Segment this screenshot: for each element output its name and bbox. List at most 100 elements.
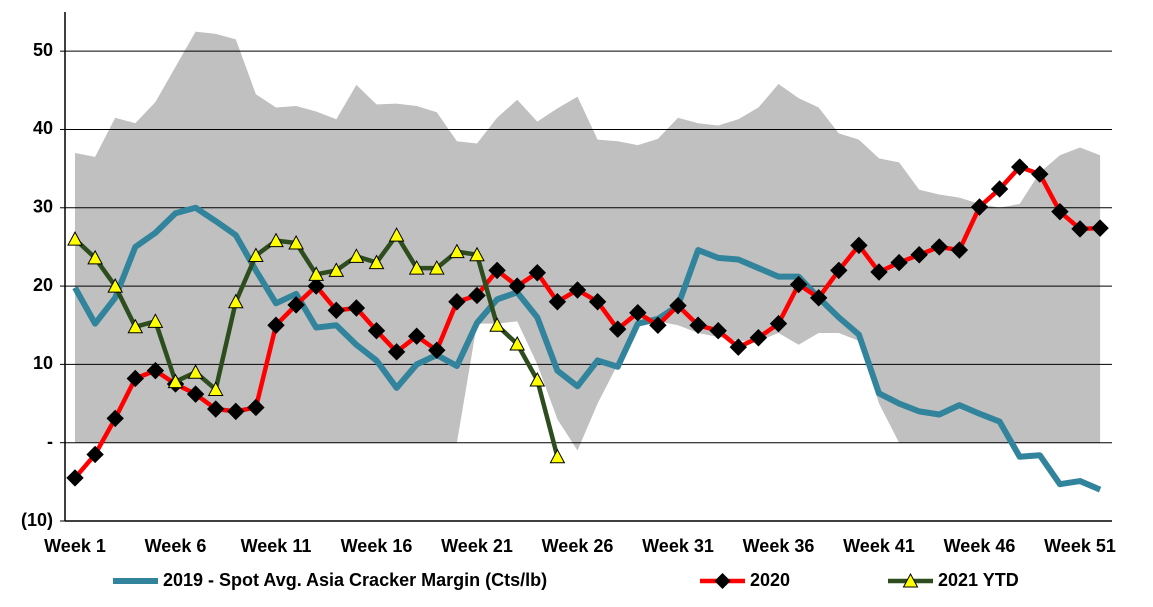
marker <box>468 286 486 305</box>
y-tick-label: 20 <box>33 275 53 295</box>
marker <box>66 469 84 487</box>
x-tick-label: Week 46 <box>944 536 1016 556</box>
marker <box>950 241 969 259</box>
x-tick-label: Week 31 <box>642 536 714 556</box>
marker <box>267 316 285 334</box>
marker <box>489 317 505 332</box>
legend-label: 2019 - Spot Avg. Asia Cracker Margin (Ct… <box>163 570 547 590</box>
marker <box>388 227 405 242</box>
marker <box>146 361 165 380</box>
marker <box>1091 219 1109 237</box>
x-tick-label: Week 51 <box>1044 536 1116 556</box>
legend-item: 2021 YTD <box>888 570 1019 590</box>
marker <box>529 371 546 387</box>
marker <box>608 320 627 338</box>
marker <box>167 373 184 389</box>
marker <box>830 261 848 280</box>
legend-item: 2020 <box>700 570 790 590</box>
marker <box>508 277 526 295</box>
y-tick-label: 10 <box>33 353 53 373</box>
marker <box>548 293 567 311</box>
marker <box>288 234 304 250</box>
legend-label: 2021 YTD <box>938 570 1019 590</box>
marker <box>87 249 103 265</box>
marker <box>528 264 547 282</box>
x-tick-label: Week 6 <box>145 536 207 556</box>
marker <box>327 301 346 320</box>
marker <box>387 343 406 361</box>
marker <box>568 281 587 299</box>
legend-label: 2020 <box>750 570 790 590</box>
marker <box>910 246 928 264</box>
marker <box>970 198 989 216</box>
marker <box>428 260 445 275</box>
marker <box>247 398 265 417</box>
marker <box>549 448 566 464</box>
marker <box>890 253 908 272</box>
y-tick-label: (10) <box>21 510 53 530</box>
y-tick-label: - <box>47 431 53 451</box>
marker <box>248 247 264 263</box>
marker <box>328 262 345 277</box>
series-2 <box>67 227 566 464</box>
marker <box>308 266 325 281</box>
legend-item: 2019 - Spot Avg. Asia Cracker Margin (Ct… <box>113 570 547 590</box>
marker <box>206 400 225 418</box>
marker <box>227 293 244 309</box>
marker <box>147 313 164 328</box>
legend-marker <box>714 573 731 589</box>
x-tick-label: Week 26 <box>542 536 614 556</box>
marker <box>307 277 325 295</box>
marker <box>407 327 426 345</box>
marker <box>268 232 284 248</box>
marker <box>187 364 204 379</box>
x-tick-label: Week 41 <box>843 536 915 556</box>
marker <box>709 322 727 340</box>
marker <box>347 299 366 317</box>
marker <box>449 243 465 259</box>
marker <box>809 289 828 307</box>
marker <box>469 246 485 262</box>
marker <box>769 314 788 333</box>
marker <box>127 318 144 334</box>
marker <box>1010 158 1029 176</box>
x-tick-label: Week 1 <box>44 536 106 556</box>
marker <box>1051 202 1069 221</box>
x-tick-label: Week 16 <box>341 536 413 556</box>
marker <box>428 341 446 359</box>
marker <box>126 369 145 388</box>
marker <box>367 322 386 340</box>
marker <box>689 316 707 334</box>
series-0 <box>72 204 1102 493</box>
marker <box>990 180 1009 198</box>
y-tick-label: 40 <box>33 118 53 138</box>
marker <box>509 335 526 351</box>
marker <box>488 261 506 280</box>
marker <box>850 236 868 255</box>
series-1 <box>66 158 1109 487</box>
y-tick-label: 50 <box>33 40 53 60</box>
marker <box>227 402 245 421</box>
marker <box>930 238 949 256</box>
marker <box>106 409 124 428</box>
marker <box>870 263 888 281</box>
marker <box>669 296 687 315</box>
x-tick-label: Week 21 <box>441 536 513 556</box>
x-tick-label: Week 11 <box>241 536 312 556</box>
marker <box>207 381 224 396</box>
legend-marker <box>902 572 919 588</box>
marker <box>67 231 83 246</box>
marker <box>729 338 748 356</box>
marker <box>368 254 385 270</box>
marker <box>629 303 647 322</box>
marker <box>348 248 365 263</box>
marker <box>107 278 124 293</box>
marker <box>1071 220 1089 238</box>
series-line <box>73 164 1101 480</box>
marker <box>448 293 466 311</box>
marker <box>749 329 768 347</box>
marker <box>588 293 607 311</box>
marker <box>649 316 667 334</box>
marker <box>789 275 808 294</box>
